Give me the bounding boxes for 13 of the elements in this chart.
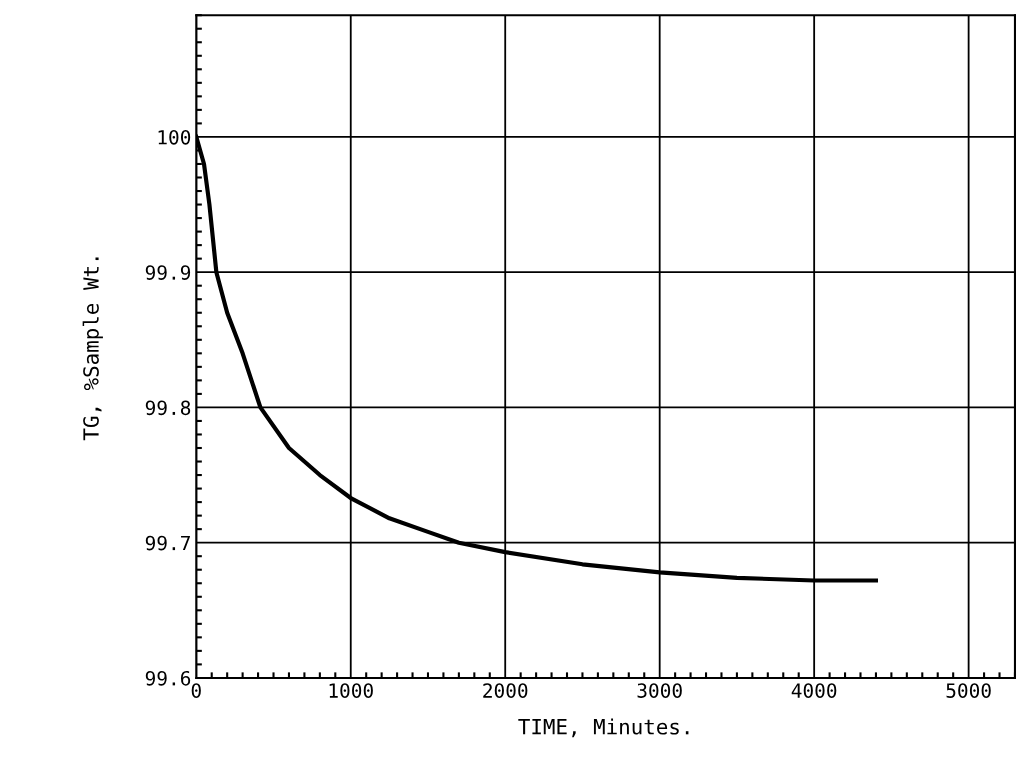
x-tick-label: 5000 (946, 683, 991, 698)
x-tick-label: 4000 (791, 683, 837, 698)
y-tick-label: 99.6 (145, 670, 191, 686)
y-tick-label: 99.9 (145, 265, 191, 280)
y-tick-label: 99.8 (145, 400, 191, 416)
x-tick-label: 0 (191, 683, 201, 698)
x-tick-label: 3000 (637, 683, 682, 698)
y-axis-title: TG, %Sample Wt. (82, 257, 103, 441)
x-axis-title: TIME, Minutes. (518, 718, 689, 738)
y-tick-label: 99.7 (145, 535, 190, 551)
y-tick-label: 100 (158, 129, 191, 145)
x-tick-label: 1000 (329, 683, 373, 698)
x-tick-label: 2000 (483, 683, 528, 698)
